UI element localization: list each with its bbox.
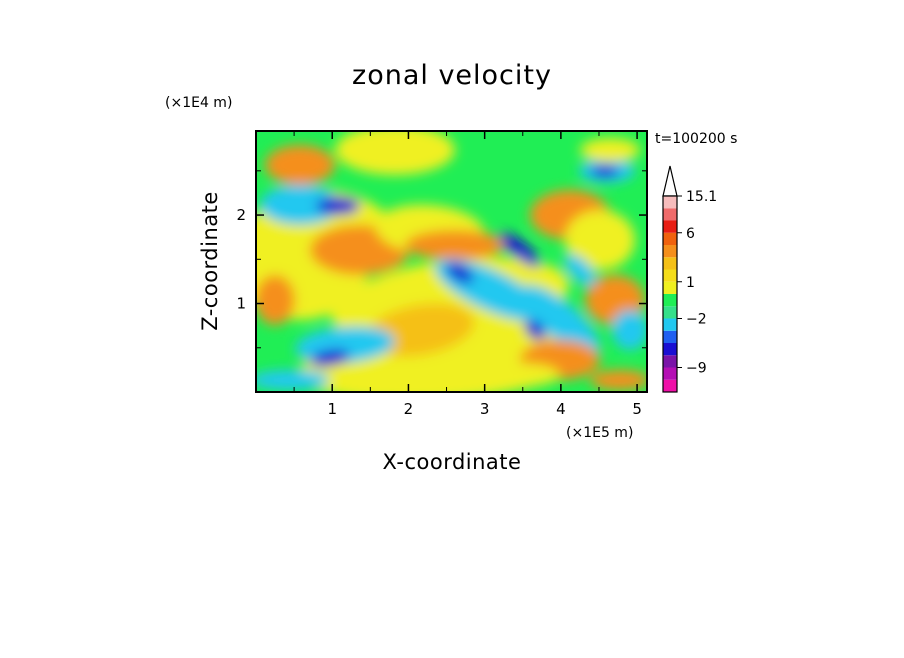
colorbar-swatch — [663, 281, 677, 294]
colorbar-extend-arrow — [662, 165, 678, 197]
colorbar-frame — [662, 195, 678, 393]
plot-frame — [255, 130, 648, 393]
x-tick-label: 3 — [480, 400, 490, 418]
y-axis-label: Z-coordinate — [198, 191, 222, 331]
colorbar-swatch — [663, 330, 677, 343]
colorbar-tick-label: 15.1 — [686, 189, 717, 205]
field-contour — [316, 197, 360, 215]
colorbar-tick-label: −9 — [686, 361, 707, 377]
y-axis-ticks: 12 — [236, 170, 647, 349]
x-tick-label: 1 — [327, 400, 337, 418]
colorbar-swatch — [663, 196, 677, 209]
field-contour — [500, 232, 540, 268]
colorbar-swatch — [663, 379, 677, 392]
x-tick-label: 4 — [556, 400, 566, 418]
field-blobs — [256, 131, 647, 392]
colorbar-swatch — [663, 245, 677, 258]
colorbar-swatch — [663, 355, 677, 368]
x-axis-ticks: 1 2 3 4 5 — [293, 131, 642, 418]
x-tick-label: 5 — [632, 400, 642, 418]
colorbar-swatch — [663, 257, 677, 270]
field-contour — [519, 285, 601, 355]
colorbar-tick-label: −2 — [686, 312, 707, 328]
colorbar-swatch — [663, 343, 677, 356]
colorbar-swatch — [663, 232, 677, 245]
colorbar-swatch — [663, 306, 677, 319]
colorbar-swatch — [663, 220, 677, 233]
x-axis-unit: (×1E5 m) — [566, 425, 633, 441]
field-contour — [524, 320, 546, 340]
field-contour — [612, 310, 647, 350]
colorbar-swatch — [663, 367, 677, 380]
field-contour — [256, 370, 330, 390]
x-tick-label: 2 — [404, 400, 414, 418]
colorbar-swatch — [663, 294, 677, 307]
colorbar-tick-label: 1 — [686, 275, 695, 291]
field-contour — [580, 138, 640, 162]
field-contour — [256, 275, 295, 325]
colorbar: 15.1 6 1 −2 −9 — [662, 165, 717, 393]
colorbar-swatch — [663, 269, 677, 282]
field-contour — [265, 145, 335, 185]
field-contour — [480, 363, 560, 387]
field-contour — [446, 262, 474, 284]
field-contour — [590, 370, 647, 390]
field-contour — [565, 210, 635, 270]
field-contour — [260, 185, 340, 225]
colorbar-tick-label: 6 — [686, 226, 695, 242]
field-contour — [335, 131, 455, 175]
y-axis-unit: (×1E4 m) — [165, 95, 232, 111]
chart-title: zonal velocity — [352, 60, 552, 91]
field-contour — [405, 230, 505, 260]
velocity-field — [256, 131, 647, 392]
colorbar-swatch — [663, 318, 677, 331]
colorbar-swatch — [663, 208, 677, 221]
field-contour — [564, 254, 596, 286]
y-tick-label: 2 — [236, 206, 246, 224]
field-contour — [310, 349, 350, 367]
time-label: t=100200 s — [655, 131, 737, 147]
y-tick-label: 1 — [236, 295, 246, 313]
x-axis-label: X-coordinate — [383, 450, 522, 474]
field-contour — [591, 165, 619, 177]
